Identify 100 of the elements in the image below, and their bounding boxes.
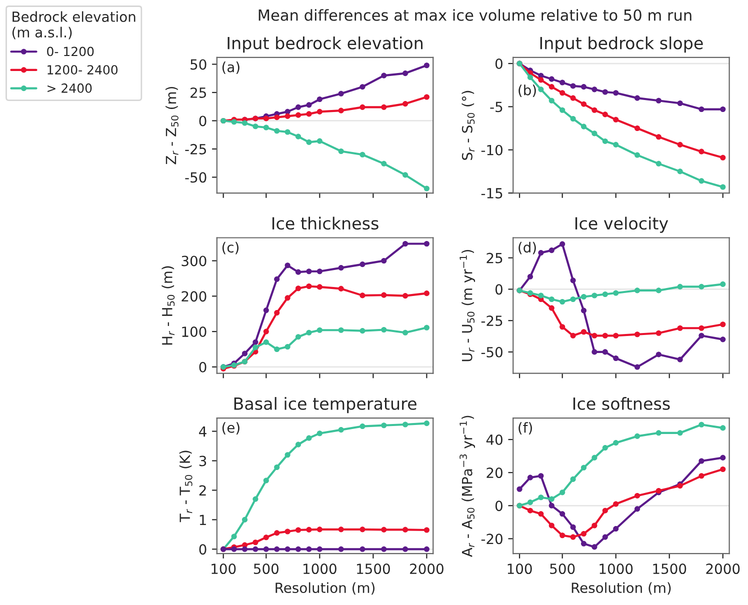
point: [548, 502, 554, 508]
point: [720, 106, 726, 112]
y-tick-label: -5: [490, 102, 502, 112]
x-tick-label: 100: [212, 564, 236, 574]
point: [274, 546, 280, 552]
point: [306, 139, 312, 145]
point: [338, 526, 344, 532]
point: [242, 120, 248, 126]
point: [538, 511, 544, 517]
point: [252, 496, 258, 502]
point: [402, 546, 408, 552]
text: Mean differences at max ice volume relative to 50 m run: [258, 9, 692, 21]
point: [602, 112, 608, 118]
y-tick-label: 300: [182, 256, 206, 266]
point: [634, 492, 640, 498]
point: [316, 138, 322, 144]
point: [560, 241, 566, 247]
point: [698, 458, 704, 464]
y-tick-label: -25: [185, 144, 206, 154]
y-axis-title: H$_{r}$ - H$_{50}$ (m): [162, 266, 175, 345]
y-tick-label: 2: [199, 485, 206, 496]
chart-title: Ice thickness: [272, 216, 378, 230]
point: [720, 184, 726, 190]
point: [402, 101, 408, 107]
point: [295, 442, 302, 448]
point: [402, 526, 408, 532]
point: [252, 546, 258, 552]
point: [284, 546, 290, 552]
point: [360, 546, 366, 552]
chart-title: Basal ice temperature: [234, 397, 416, 414]
point: [402, 330, 408, 336]
point: [698, 325, 704, 331]
point: [602, 332, 608, 338]
point: [424, 62, 430, 68]
point: [381, 422, 387, 428]
x-tick-label: 500: [254, 564, 278, 574]
point: [252, 339, 258, 345]
point: [242, 546, 248, 552]
point: [424, 240, 430, 247]
y-tick-label: 50: [190, 59, 206, 70]
point: [613, 290, 619, 296]
point: [381, 526, 387, 532]
x-axis-title: Resolution (m): [276, 582, 374, 595]
point: [263, 478, 269, 484]
point: [677, 356, 683, 362]
y-tick-label: 3: [199, 456, 206, 466]
point: [560, 298, 566, 305]
y-tick-label: 1: [200, 514, 206, 525]
point: [656, 160, 662, 166]
point: [316, 526, 322, 532]
point: [316, 96, 322, 102]
point: [698, 332, 704, 338]
point: [316, 268, 322, 274]
point: [602, 508, 608, 514]
point: [242, 350, 248, 356]
point: [295, 546, 302, 552]
point: [284, 262, 290, 268]
point: [252, 344, 258, 350]
y-tick-label: 4: [199, 426, 206, 437]
point: [698, 106, 704, 112]
point: [274, 530, 280, 536]
point: [360, 328, 366, 334]
point: [580, 329, 587, 335]
point: [698, 178, 704, 184]
point: [592, 86, 598, 92]
point: [516, 486, 522, 492]
point: [360, 292, 366, 298]
point: [381, 160, 387, 166]
point: [560, 90, 566, 96]
point: [381, 292, 387, 298]
point: [295, 269, 302, 275]
point: [580, 308, 587, 314]
y-tick-label: -50: [481, 346, 502, 358]
x-tick-label: 500: [550, 564, 575, 574]
point: [338, 148, 344, 154]
y-tick-label: 25: [190, 87, 206, 98]
point: [360, 424, 366, 430]
point: [602, 445, 608, 451]
point: [338, 90, 344, 96]
point: [656, 134, 662, 140]
point: [592, 292, 598, 298]
annotation: (d): [518, 242, 536, 254]
point: [580, 464, 587, 470]
point: [570, 83, 576, 89]
point: [548, 84, 554, 90]
y-tick-label: 25: [486, 252, 502, 264]
point: [548, 296, 554, 302]
point: [560, 490, 566, 496]
point: [677, 284, 683, 290]
point: [677, 325, 683, 331]
point: [360, 526, 366, 532]
point: [560, 324, 566, 330]
point: [634, 95, 640, 101]
point: [381, 104, 387, 110]
legend-label: 0- 1200: [47, 46, 94, 56]
point: [656, 430, 662, 436]
point: [295, 286, 302, 292]
point: [381, 258, 387, 264]
point: [548, 76, 554, 82]
point: [284, 113, 290, 119]
